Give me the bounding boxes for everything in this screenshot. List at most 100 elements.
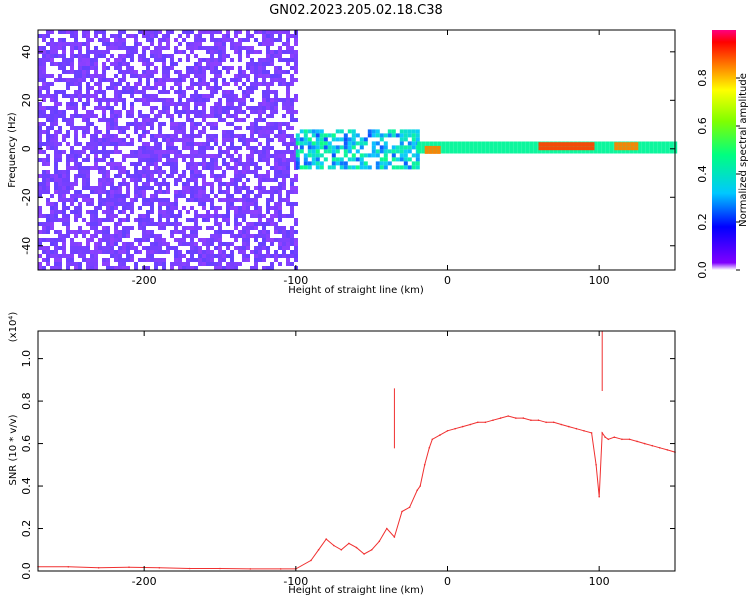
snr-data-point <box>545 421 547 424</box>
spectrogram-cell <box>74 242 78 246</box>
spectrogram-cell <box>94 214 98 218</box>
spectrogram-cell <box>174 166 178 170</box>
spectrogram-cell <box>86 230 90 234</box>
spectrogram-cell <box>601 149 606 154</box>
spectrogram-cell <box>170 166 174 170</box>
spectrogram-cell <box>286 202 290 206</box>
spectrogram-cell <box>282 178 286 182</box>
spectrogram-cell <box>162 238 166 242</box>
spectrogram-cell <box>150 246 154 250</box>
spectrogram-cell <box>210 242 214 246</box>
spectrogram-cell <box>290 254 294 258</box>
spectrogram-cell <box>665 141 670 146</box>
spectrogram-cell <box>242 82 246 86</box>
spectrogram-cell <box>262 214 266 218</box>
spectrogram-cell <box>42 150 46 154</box>
spectrogram-cell <box>222 38 226 42</box>
spectrogram-cell <box>74 154 78 158</box>
spectrogram-cell <box>246 230 250 234</box>
snr-data-point <box>446 430 449 432</box>
spectrogram-cell <box>134 118 138 122</box>
spectrogram-cell <box>351 129 356 134</box>
spectrogram-cell <box>158 186 162 190</box>
spectrogram-cell <box>178 102 182 106</box>
spectrogram-cell <box>294 110 298 114</box>
spectrogram-cell <box>154 146 158 150</box>
spectrogram-cell <box>66 82 70 86</box>
spectrogram-cell <box>222 66 226 70</box>
spectrogram-cell <box>134 262 138 266</box>
spectrogram-cell <box>186 154 190 158</box>
spectrogram-cell <box>294 178 298 182</box>
spectrogram-cell <box>226 110 230 114</box>
spectrogram-cell <box>210 30 214 34</box>
spectrogram-cell <box>158 98 162 102</box>
spectrogram-cell <box>433 141 438 146</box>
spectrogram-cell <box>150 34 154 38</box>
spectrogram-cell <box>411 137 416 142</box>
spectrogram-cell <box>38 158 42 162</box>
spectrogram-cell <box>182 78 186 82</box>
snr-data-point <box>340 549 343 551</box>
spectrogram-cell <box>202 178 206 182</box>
spectrogram-cell <box>150 170 154 174</box>
spectrogram-cell <box>258 174 262 178</box>
spectrogram-cell <box>66 70 70 74</box>
spectrogram-cell <box>118 78 122 82</box>
spectrogram-cell <box>142 126 146 130</box>
snr-data-point <box>401 510 403 513</box>
spectrogram-cell <box>158 114 162 118</box>
spectrogram-cell <box>42 86 46 90</box>
spectrogram-cell <box>90 134 94 138</box>
spectrogram-cell <box>186 218 190 222</box>
spectrogram-cell <box>190 166 194 170</box>
spectrogram-cell <box>282 246 286 250</box>
spectrogram-cell <box>274 238 278 242</box>
spectrogram-cell <box>210 258 214 262</box>
spectrogram-cell <box>190 206 194 210</box>
spectrogram-cell <box>218 62 222 66</box>
spectrogram-cell <box>150 74 154 78</box>
spectrogram-cell <box>162 122 166 126</box>
spectrogram-cell <box>250 46 254 50</box>
spectrogram-cell <box>218 166 222 170</box>
spectrogram-cell <box>122 194 126 198</box>
spectrogram-cell <box>182 194 186 198</box>
spectrogram-cell <box>190 30 194 34</box>
spectrogram-cell <box>174 230 178 234</box>
spectrogram-cell <box>214 134 218 138</box>
spectrogram-cell <box>242 250 246 254</box>
spectrogram-cell <box>186 134 190 138</box>
spectrogram-cell <box>126 134 130 138</box>
spectrogram-cell <box>339 161 344 166</box>
spectrogram-cell <box>254 126 258 130</box>
spectrogram-cell <box>202 166 206 170</box>
spectrogram-cell <box>54 162 58 166</box>
spectrogram-cell <box>50 238 54 242</box>
spectrogram-cell <box>218 226 222 230</box>
spectrogram-cell <box>242 162 246 166</box>
spectrogram-cell <box>202 146 206 150</box>
spectrogram-cell <box>625 149 630 154</box>
spectrogram-cell <box>110 162 114 166</box>
spectrogram-cell <box>198 254 202 258</box>
spectrogram-cell <box>198 110 202 114</box>
spectrogram-cell <box>194 194 198 198</box>
spectrogram-cell <box>258 50 262 54</box>
snr-data-point <box>97 567 100 569</box>
spectrogram-cell <box>162 110 166 114</box>
spectrogram-cell <box>278 74 282 78</box>
spectrogram-cell <box>50 250 54 254</box>
spectrogram-cell <box>66 158 70 162</box>
spectrogram-cell <box>371 129 376 134</box>
spectrogram-cell <box>42 230 46 234</box>
spectrogram-cell <box>54 238 58 242</box>
spectrogram-cell <box>613 149 618 154</box>
spectrogram-cell <box>102 54 106 58</box>
spectrogram-cell <box>573 149 578 154</box>
spectrogram-cell <box>86 170 90 174</box>
spectrogram-cell <box>473 149 478 154</box>
spectrogram-cell <box>541 149 546 154</box>
spectrogram-cell <box>230 166 234 170</box>
spectrogram-cell <box>142 222 146 226</box>
